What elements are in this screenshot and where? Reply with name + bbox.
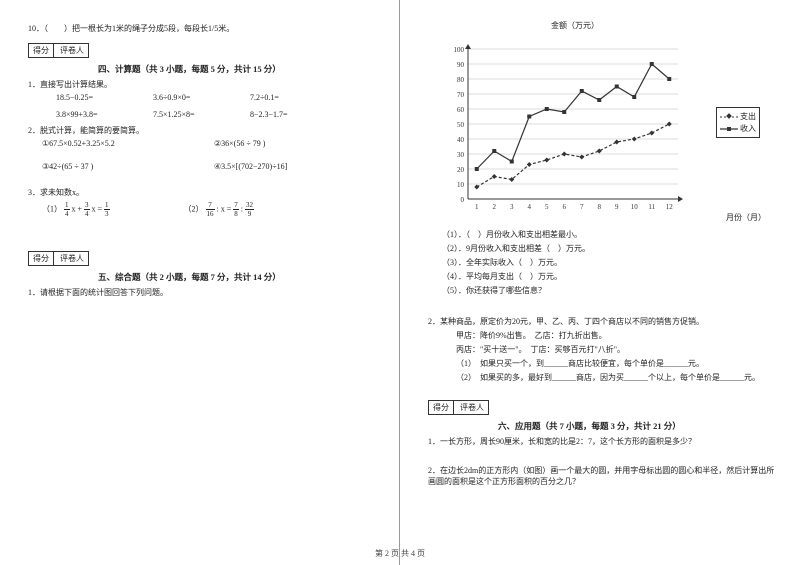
svg-text:12: 12: [666, 203, 674, 211]
svg-text:7: 7: [580, 203, 584, 211]
eq1-prefix: （1）: [42, 204, 62, 213]
s5-q2-intro: 2．某种商品，原定价为20元，甲、乙、丙、丁四个商店以不同的销售方促销。: [428, 316, 782, 327]
fraction: 34: [84, 201, 90, 218]
score-label: 得分: [29, 252, 54, 265]
math-text: x +: [72, 204, 85, 213]
c2-row1: ①67.5×0.52+3.25×5.2 ②36×(56 ÷ 79 ): [42, 139, 381, 148]
calc-item: 7.2÷0.1=: [250, 93, 279, 102]
section-4-title: 四、计算题（共 3 小题，每题 5 分，共计 15 分）: [98, 63, 381, 75]
section-6-title: 六、应用题（共 7 小题，每题 3 分，共计 21 分）: [498, 420, 782, 432]
s5-q2-c: （1） 如果只买一个，到______商店比较便宜，每个单价是______元。: [456, 358, 782, 369]
calc-item: ①67.5×0.52+3.25×5.2: [42, 139, 212, 148]
svg-text:2: 2: [493, 203, 497, 211]
svg-text:11: 11: [648, 203, 655, 211]
chart-q: （3）．全年实际收入（ ）万元。: [442, 257, 782, 268]
chart-q: （1）．（ ）月份收入和支出相差最小。: [442, 229, 782, 240]
q10: 10．（ ）把一根长为1米的绳子分成5段，每段长1/5米。: [28, 23, 381, 34]
score-box-5: 得分 评卷人: [28, 251, 89, 266]
svg-text:100: 100: [454, 46, 465, 54]
line-chart: 0102030405060708090100123456789101112 支出…: [428, 35, 758, 225]
grader-label: 评卷人: [56, 252, 88, 265]
legend-sample-dashed: [720, 113, 738, 121]
right-column: 金额（万元） 010203040506070809010012345678910…: [400, 0, 800, 565]
svg-text:9: 9: [615, 203, 619, 211]
calc-item: 18.5−0.25=: [56, 93, 151, 102]
chart-x-title: 月份（月）: [726, 212, 766, 223]
fraction: 78: [233, 201, 239, 218]
c3-eqs: （1） 14 x + 34 x = 13 （2） 716 : x = 78 : …: [42, 201, 381, 218]
svg-text:90: 90: [457, 61, 465, 69]
legend-label: 支出: [740, 111, 756, 122]
svg-text:20: 20: [457, 166, 465, 174]
score-label: 得分: [429, 401, 454, 414]
svg-text:40: 40: [457, 136, 465, 144]
fraction: 13: [104, 201, 110, 218]
chart-q: （2）．9月份收入和支出相差（ ）万元。: [442, 243, 782, 254]
score-box-4: 得分 评卷人: [28, 43, 89, 58]
legend-label: 收入: [740, 123, 756, 134]
s5-q2-d: （2） 如果买的多，最好到______商店，因为买______个以上，每个单价是…: [456, 372, 782, 383]
chart-q: （5）．你还获得了哪些信息？: [442, 285, 782, 296]
section-5-title: 五、综合题（共 2 小题，每题 7 分，共计 14 分）: [98, 271, 381, 283]
c3-title: 3．求未知数x。: [28, 187, 381, 198]
svg-text:80: 80: [457, 76, 465, 84]
s6-q1: 1．一长方形，周长90厘米，长和宽的比是2：7，这个长方形的面积是多少？: [428, 436, 782, 447]
grader-label: 评卷人: [56, 44, 88, 57]
svg-text:70: 70: [457, 91, 465, 99]
c1-row1: 18.5−0.25= 3.6÷0.9×0= 7.2÷0.1=: [56, 93, 381, 102]
c2-title: 2．脱式计算，能简算的要简算。: [28, 125, 381, 136]
calc-item: ②36×(56 ÷ 79 ): [214, 139, 265, 148]
svg-text:30: 30: [457, 151, 465, 159]
legend-row: 收入: [720, 123, 756, 134]
svg-text:50: 50: [457, 121, 465, 129]
chart-questions: （1）．（ ）月份收入和支出相差最小。 （2）．9月份收入和支出相差（ ）万元。…: [442, 229, 782, 296]
svg-text:8: 8: [598, 203, 602, 211]
svg-text:10: 10: [631, 203, 639, 211]
score-box-6: 得分 评卷人: [428, 400, 489, 415]
calc-item: 7.5×1.25×8=: [153, 110, 248, 119]
s5-q2-b: 丙店："买十送一"。 丁店：买够百元打"八折"。: [456, 344, 782, 355]
fraction: 716: [206, 201, 215, 218]
grader-label: 评卷人: [456, 401, 488, 414]
chart-q: （4）．平均每月支出（ ）万元。: [442, 271, 782, 282]
s5-q1: 1．请根据下面的统计图回答下列问题。: [28, 287, 381, 298]
math-text: x =: [92, 204, 105, 213]
calc-item: 3.8×99+3.8=: [56, 110, 151, 119]
svg-text:10: 10: [457, 181, 465, 189]
svg-text:5: 5: [545, 203, 549, 211]
calc-item: ④3.5×[(702−270)÷16]: [214, 162, 287, 171]
chart-y-title: 金额（万元）: [368, 20, 782, 31]
svg-text:6: 6: [563, 203, 567, 211]
c1-row2: 3.8×99+3.8= 7.5×1.25×8= 8−2.3−1.7=: [56, 110, 381, 119]
score-label: 得分: [29, 44, 54, 57]
calc-item: 8−2.3−1.7=: [250, 110, 288, 119]
calc-item: ③42÷(65 ÷ 37 ): [42, 162, 212, 171]
s5-q2-a: 甲店：降价9%出售。 乙店：打九折出售。: [456, 330, 782, 341]
svg-text:60: 60: [457, 106, 465, 114]
c2-row2: ③42÷(65 ÷ 37 ) ④3.5×[(702−270)÷16]: [42, 162, 381, 171]
svg-text:0: 0: [461, 196, 465, 204]
fraction: 329: [245, 201, 254, 218]
legend-sample-solid: [720, 125, 738, 133]
eq2-prefix: （2）: [184, 204, 204, 213]
legend-row: 支出: [720, 111, 756, 122]
svg-text:4: 4: [528, 203, 532, 211]
math-text: : x =: [217, 204, 234, 213]
calc-item: 3.6÷0.9×0=: [153, 93, 248, 102]
c1-title: 1．直接写出计算结果。: [28, 79, 381, 90]
svg-text:1: 1: [475, 203, 479, 211]
left-column: 10．（ ）把一根长为1米的绳子分成5段，每段长1/5米。 得分 评卷人 四、计…: [0, 0, 400, 565]
s6-q2: 2．在边长2dm的正方形内（如图）画一个最大的圆，并用字母标出圆的圆心和半径，然…: [428, 465, 782, 487]
chart-legend: 支出 收入: [716, 107, 760, 138]
fraction: 14: [64, 201, 70, 218]
svg-text:3: 3: [510, 203, 514, 211]
chart-svg: 0102030405060708090100123456789101112: [428, 35, 758, 225]
page-footer: 第 2 页 共 4 页: [0, 548, 800, 559]
